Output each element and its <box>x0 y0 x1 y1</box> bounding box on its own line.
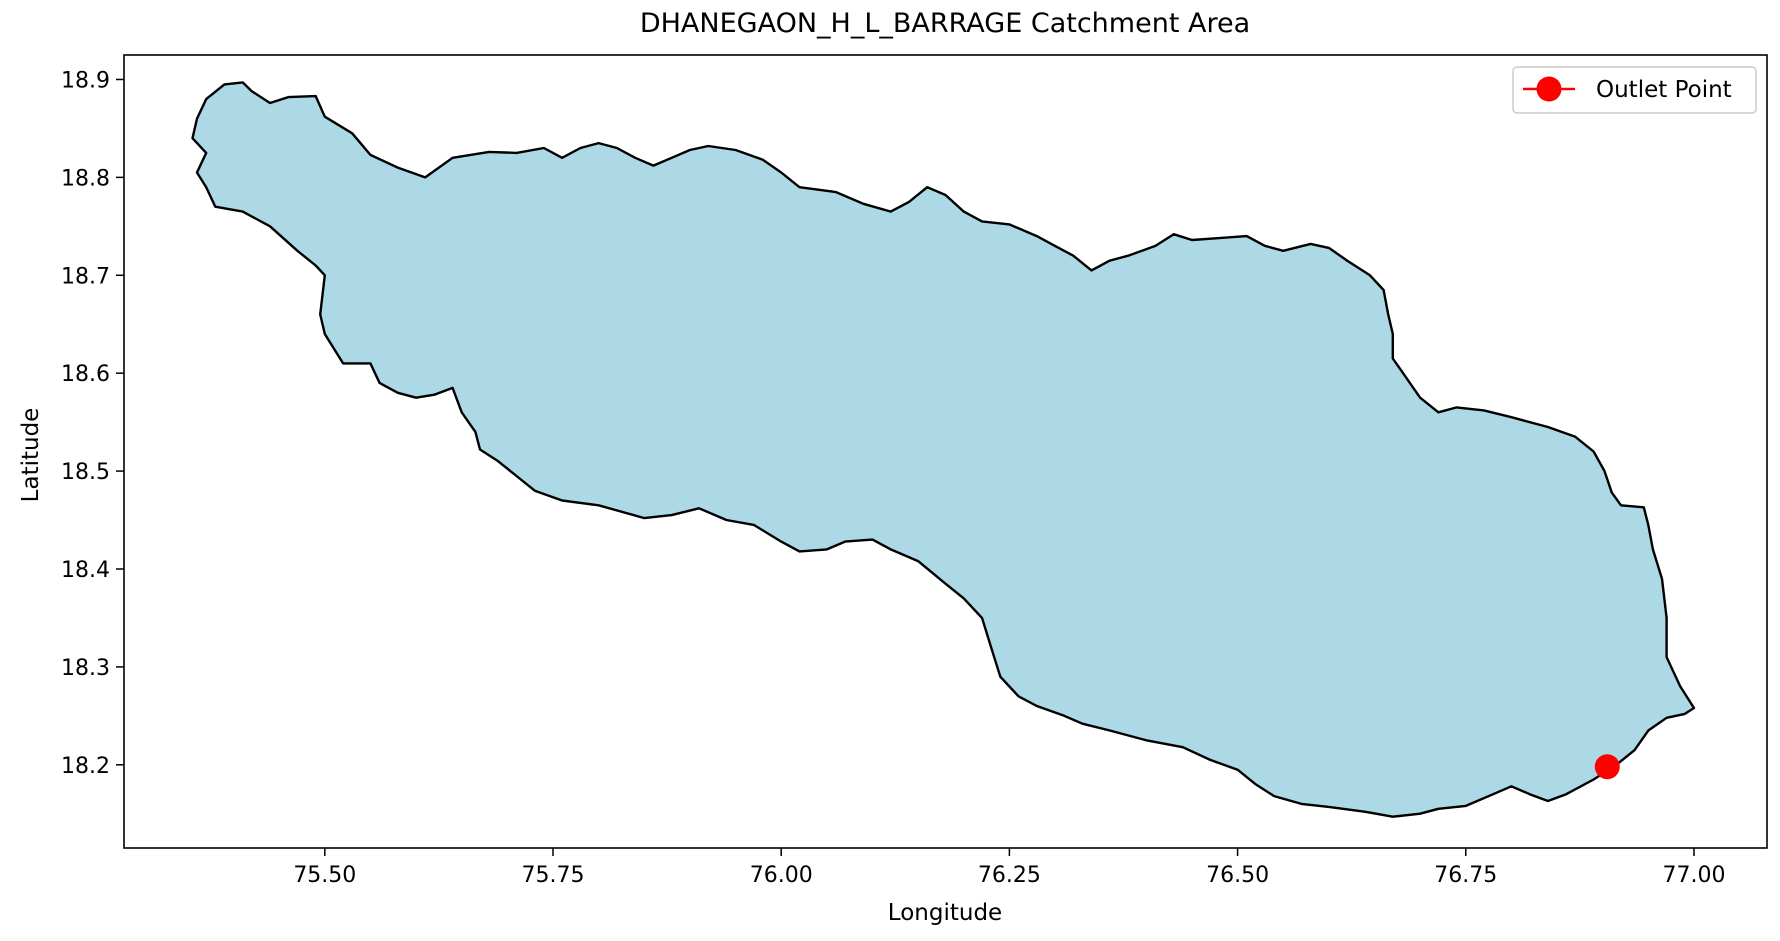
y-axis-label: Latitude <box>18 408 44 503</box>
x-tick-label: 77.00 <box>1662 863 1725 888</box>
x-tick-label: 76.00 <box>750 863 813 888</box>
x-tick-label: 75.75 <box>522 863 585 888</box>
legend-label-outlet-point: Outlet Point <box>1596 77 1732 103</box>
y-tick-label: 18.8 <box>61 166 110 191</box>
x-tick-label: 76.50 <box>1206 863 1269 888</box>
y-tick-label: 18.5 <box>61 460 110 485</box>
y-tick-label: 18.4 <box>61 558 110 583</box>
y-axis-ticks: 18.2 18.3 18.4 18.5 18.6 18.7 18.8 18.9 <box>61 68 124 779</box>
legend-box <box>1512 66 1757 114</box>
y-tick-label: 18.3 <box>61 656 110 681</box>
x-axis-label: Longitude <box>888 900 1002 926</box>
y-tick-label: 18.9 <box>61 68 110 93</box>
x-tick-label: 76.25 <box>978 863 1041 888</box>
catchment-polygon <box>191 81 1696 818</box>
plot-frame <box>123 54 1768 849</box>
y-tick-label: 18.6 <box>61 362 110 387</box>
legend-marker-circle <box>1536 76 1562 102</box>
x-tick-label: 76.75 <box>1434 863 1497 888</box>
plot-area <box>191 81 1696 818</box>
x-tick-label: 75.50 <box>293 863 356 888</box>
y-tick-label: 18.2 <box>61 754 110 779</box>
y-tick-label: 18.7 <box>61 264 110 289</box>
outlet-point-marker <box>1594 754 1620 780</box>
x-axis-ticks: 75.50 75.75 76.00 76.25 76.50 76.75 77.00 <box>293 848 1725 888</box>
chart-title: DHANEGAON_H_L_BARRAGE Catchment Area <box>640 8 1250 39</box>
legend: Outlet Point <box>1512 66 1757 114</box>
